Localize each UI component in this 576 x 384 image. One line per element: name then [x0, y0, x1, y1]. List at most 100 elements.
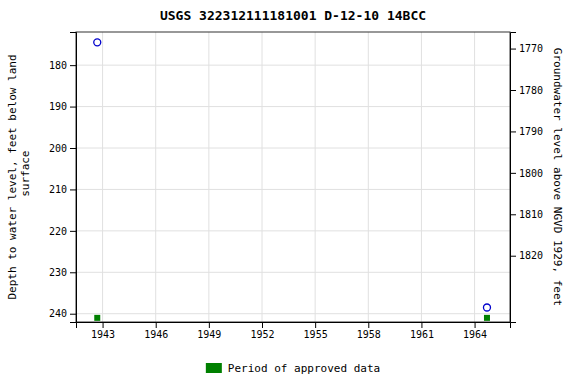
tick-mark [70, 107, 76, 108]
tick-mark [510, 173, 516, 174]
grid-line [76, 272, 510, 273]
tick: 240 [49, 308, 76, 319]
tick-mark [70, 65, 76, 66]
tick-mark [510, 49, 516, 50]
tick-label: 210 [49, 184, 67, 195]
tick-mark [156, 322, 157, 328]
tick-label: 1780 [519, 85, 543, 96]
tick-mark [510, 256, 516, 257]
tick: 1770 [510, 43, 543, 54]
tick: 180 [49, 60, 76, 71]
x-axis: 1943 1946 1949 1952 1955 1958 1961 1964 [77, 322, 511, 340]
tick: 1943 [91, 322, 115, 340]
tick: 1780 [510, 85, 543, 96]
tick: 200 [49, 143, 76, 154]
tick-label: 230 [49, 267, 67, 278]
tick-label: 1964 [463, 329, 487, 340]
tick: 1810 [510, 209, 543, 220]
tick-label: 1790 [519, 126, 543, 137]
grid-line [76, 106, 510, 107]
tick-label: 1949 [197, 329, 221, 340]
axis-line [70, 33, 77, 323]
tick-mark [475, 322, 476, 328]
y2-axis: 1820 1810 1800 1790 1780 1770 [510, 33, 543, 323]
tick: 230 [49, 267, 76, 278]
grid-line [208, 32, 209, 322]
tick-label: 1820 [519, 250, 543, 261]
grid-line [421, 32, 422, 322]
plot-frame [76, 32, 510, 322]
tick-mark [315, 322, 316, 328]
tick-label: 190 [49, 101, 67, 112]
tick: 210 [49, 184, 76, 195]
tick-mark [70, 314, 76, 315]
tick: 220 [49, 226, 76, 237]
tick-mark [510, 90, 516, 91]
tick-mark [510, 214, 516, 215]
tick-mark [70, 231, 76, 232]
tick: 1964 [463, 322, 487, 340]
legend-swatch [206, 363, 222, 373]
tick-mark [421, 322, 422, 328]
y-axis-title: Depth to water level, feet below land su… [6, 54, 32, 299]
tick-label: 1800 [519, 168, 543, 179]
series [94, 39, 491, 311]
axis-line [77, 323, 511, 329]
grid-line [76, 189, 510, 190]
series [94, 315, 490, 321]
point [483, 304, 490, 311]
y-axis: 180 190 200 210 220 230 240 [49, 33, 77, 323]
tick-mark [70, 189, 76, 190]
tick: 190 [49, 101, 76, 112]
y2-axis-title: Groundwater level above NGVD 1929, feet [551, 48, 564, 306]
tick: 1955 [304, 322, 328, 340]
grid-line [76, 313, 510, 314]
tick-label: 200 [49, 143, 67, 154]
tick-label: 1961 [410, 329, 434, 340]
tick-mark [70, 148, 76, 149]
tick-mark [209, 322, 210, 328]
tick-mark [70, 272, 76, 273]
tick-label: 240 [49, 308, 67, 319]
title: USGS 322312111181001 D-12-10 14BCC [160, 8, 426, 23]
grid [76, 32, 510, 322]
tick-mark [262, 322, 263, 328]
tick: 1820 [510, 250, 543, 261]
plot: 1943 1946 1949 1952 1955 1958 1961 1964 180 190 20… [6, 32, 564, 340]
legend-item: Period of approved data [206, 362, 380, 375]
tick-label: 180 [49, 60, 67, 71]
point [484, 315, 490, 321]
tick-label: 1943 [91, 329, 115, 340]
tick: 1961 [410, 322, 434, 340]
legend: Period of approved data [206, 362, 380, 375]
tick-label: 1958 [357, 329, 381, 340]
tick: 1958 [357, 322, 381, 340]
tick-label: 1952 [250, 329, 274, 340]
legend-label: Period of approved data [228, 362, 380, 375]
tick-label: 1955 [304, 329, 328, 340]
tick: 1946 [144, 322, 168, 340]
tick-mark [510, 131, 516, 132]
grid-line [76, 65, 510, 66]
grid-line [368, 32, 369, 322]
tick-mark [368, 322, 369, 328]
grid-line [76, 230, 510, 231]
chart: 1943 1946 1949 1952 1955 1958 1961 1964 180 190 20… [0, 0, 576, 384]
grid-line [102, 32, 103, 322]
tick-label: 220 [49, 226, 67, 237]
tick-label: 1770 [519, 43, 543, 54]
grid-line [155, 32, 156, 322]
tick: 1952 [250, 322, 274, 340]
tick-mark [103, 322, 104, 328]
tick: 1800 [510, 168, 543, 179]
grid-line [315, 32, 316, 322]
grid-line [262, 32, 263, 322]
grid-line [474, 32, 475, 322]
marks [94, 39, 491, 321]
tick-label: 1946 [144, 329, 168, 340]
tick-label: 1810 [519, 209, 543, 220]
grid-line [76, 148, 510, 149]
point [94, 39, 101, 46]
tick: 1790 [510, 126, 543, 137]
point [94, 315, 100, 321]
